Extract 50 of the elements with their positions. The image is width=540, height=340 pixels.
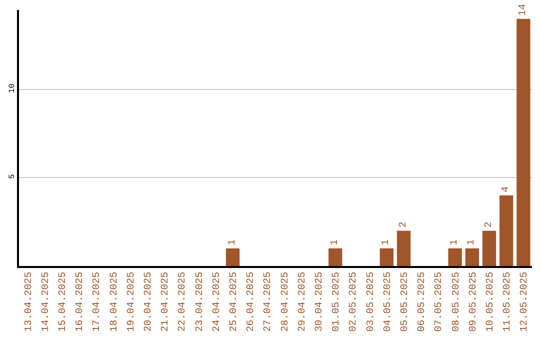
x-tick-label: 19.04.2025 [126, 272, 138, 332]
x-tick-label: 20.04.2025 [144, 272, 154, 332]
x-tick-label: 22.04.2025 [178, 272, 189, 332]
x-tick-label: 08.05.2025 [451, 272, 462, 332]
y-tick-label: 5 [8, 174, 18, 179]
x-tick-label: 16.04.2025 [75, 272, 86, 332]
x-tick-label: 01.05.2025 [332, 272, 343, 332]
x-tick-label: 30.04.2025 [314, 272, 326, 332]
x-tick-label: 11.05.2025 [502, 272, 514, 332]
bar [482, 230, 496, 266]
x-tick-label: 12.05.2025 [520, 272, 531, 332]
data-label: 1 [227, 239, 238, 246]
x-tick-label: 10.05.2025 [486, 272, 496, 332]
bar [516, 18, 530, 266]
x-tick-label: 25.04.2025 [229, 272, 240, 332]
x-tick-label: 29.04.2025 [297, 272, 308, 332]
data-label: 1 [450, 239, 461, 246]
bar [500, 195, 514, 266]
x-tick-label: 26.04.2025 [246, 272, 258, 332]
data-label: 4 [500, 186, 512, 192]
bar [380, 248, 394, 266]
data-label: 14 [518, 4, 529, 16]
x-tick-label: 05.05.2025 [400, 272, 411, 332]
data-label: 2 [484, 222, 495, 228]
bar [465, 248, 479, 266]
x-tick-label: 27.04.2025 [263, 272, 274, 332]
bar [226, 248, 240, 266]
x-tick-label: 13.04.2025 [24, 272, 35, 332]
x-tick-label: 24.04.2025 [212, 272, 223, 332]
x-tick-label: 04.05.2025 [382, 272, 394, 332]
data-label: 1 [330, 239, 341, 246]
bar [396, 230, 411, 266]
x-tick-label: 28.04.2025 [280, 272, 292, 332]
data-label: 1 [466, 239, 478, 246]
bar [328, 248, 342, 266]
x-tick-label: 17.04.2025 [92, 272, 104, 332]
data-label: 1 [381, 239, 392, 246]
x-tick-label: 15.04.2025 [58, 272, 69, 332]
x-tick-label: 14.04.2025 [40, 272, 52, 332]
x-tick-label: 03.05.2025 [366, 272, 377, 332]
x-tick-label: 21.04.2025 [160, 272, 172, 332]
data-label: 2 [398, 222, 410, 228]
x-tick-label: 18.04.2025 [109, 272, 120, 332]
x-tick-label: 06.05.2025 [417, 272, 428, 332]
x-tick-label: 07.05.2025 [434, 272, 446, 332]
y-tick-label: 10 [8, 83, 18, 94]
x-tick-label: 09.05.2025 [468, 272, 480, 332]
bar [448, 248, 462, 266]
x-tick-label: 23.04.2025 [194, 272, 206, 332]
x-tick-label: 02.05.2025 [348, 272, 360, 332]
